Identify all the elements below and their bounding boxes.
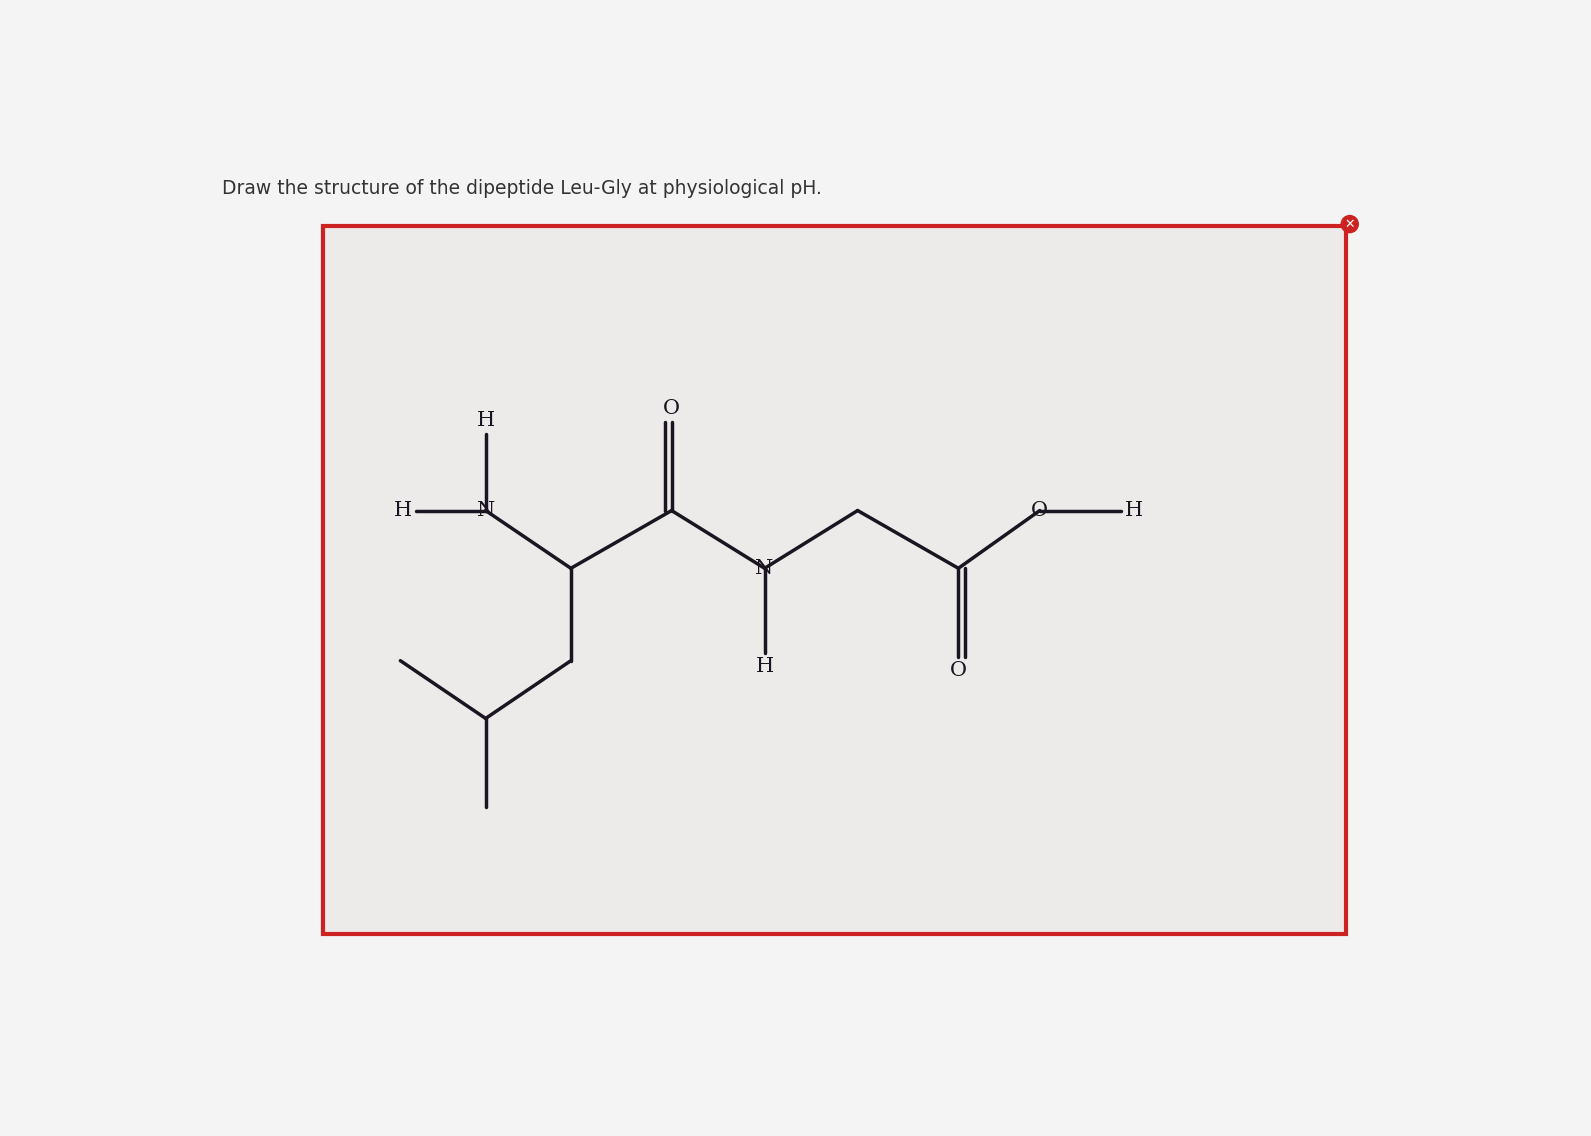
Text: ✕: ✕ (1344, 218, 1356, 231)
Text: O: O (663, 399, 679, 418)
Text: O: O (1031, 501, 1048, 520)
Text: N: N (756, 559, 773, 578)
Text: H: H (1125, 501, 1142, 520)
Text: H: H (477, 411, 495, 429)
Text: Draw the structure of the dipeptide Leu-Gly at physiological pH.: Draw the structure of the dipeptide Leu-… (223, 179, 823, 199)
Text: O: O (950, 661, 967, 679)
Text: H: H (395, 501, 412, 520)
FancyBboxPatch shape (323, 226, 1346, 934)
Text: H: H (756, 657, 773, 676)
Text: N: N (476, 501, 495, 520)
